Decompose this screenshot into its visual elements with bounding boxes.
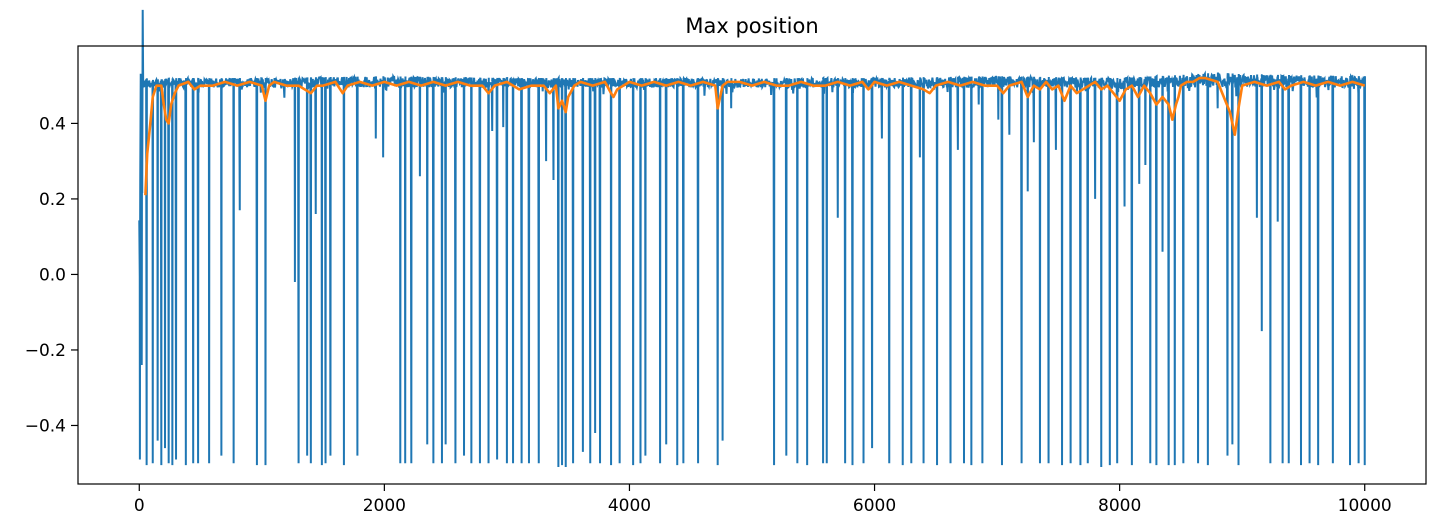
x-tick-label: 8000 bbox=[1098, 496, 1141, 516]
x-tick-label: 2000 bbox=[363, 496, 406, 516]
x-tick-label: 4000 bbox=[608, 496, 651, 516]
y-tick-label: −0.4 bbox=[25, 416, 66, 436]
series-line-orange bbox=[144, 76, 1366, 196]
y-tick-label: 0.2 bbox=[39, 190, 66, 210]
y-tick-label: −0.2 bbox=[25, 341, 66, 361]
chart-title: Max position bbox=[685, 14, 818, 38]
x-tick-label: 6000 bbox=[853, 496, 896, 516]
series-line-blue bbox=[138, 9, 1366, 468]
series-layer bbox=[138, 9, 1366, 468]
x-tick-label: 10000 bbox=[1338, 496, 1392, 516]
plot-frame bbox=[77, 45, 1427, 485]
y-tick-label: 0.0 bbox=[39, 265, 66, 285]
x-tick-label: 0 bbox=[134, 496, 145, 516]
axes-layer: 0 2000 4000 6000 8000 10000 −0.4 −0.2 0.0 0.2 0.4 bbox=[25, 114, 1392, 516]
y-tick-label: 0.4 bbox=[39, 114, 66, 134]
